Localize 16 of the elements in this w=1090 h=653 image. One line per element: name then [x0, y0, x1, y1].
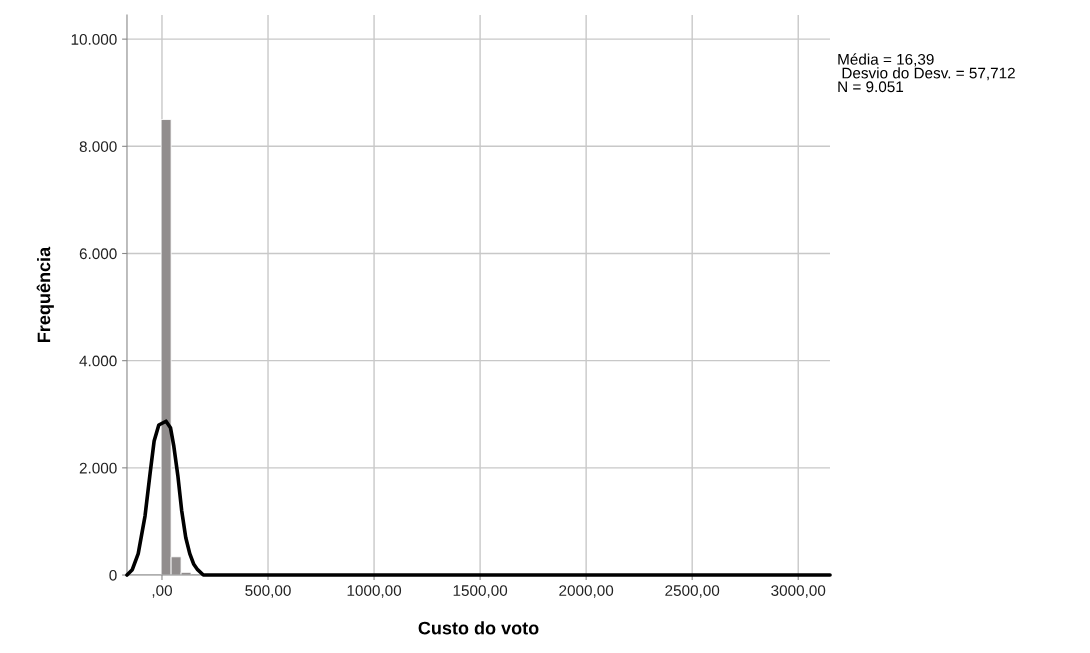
- x-tick-label: 3000,00: [771, 585, 826, 598]
- y-axis-title: Frequência: [36, 246, 54, 342]
- x-tick-label: 500,00: [245, 585, 291, 598]
- y-tick-label: 10.000: [71, 34, 117, 45]
- x-tick-label: ,00: [152, 585, 172, 598]
- y-tick-label: 2.000: [79, 462, 117, 474]
- x-tick-label: 1000,00: [347, 585, 402, 598]
- y-tick-label: 0: [109, 569, 117, 581]
- y-tick-label: 8.000: [79, 141, 117, 152]
- x-axis-title: Custo do voto: [418, 621, 539, 635]
- x-tick-label: 1500,00: [453, 585, 508, 598]
- y-tick-label: 6.000: [79, 248, 117, 260]
- text: Média = 16,39 Desvio do Desv. = 57,712 N = 9.051: [838, 53, 1015, 93]
- x-tick-label: 2000,00: [559, 585, 614, 598]
- x-tick-label: 2500,00: [665, 585, 720, 598]
- y-tick-label: 4.000: [79, 355, 117, 367]
